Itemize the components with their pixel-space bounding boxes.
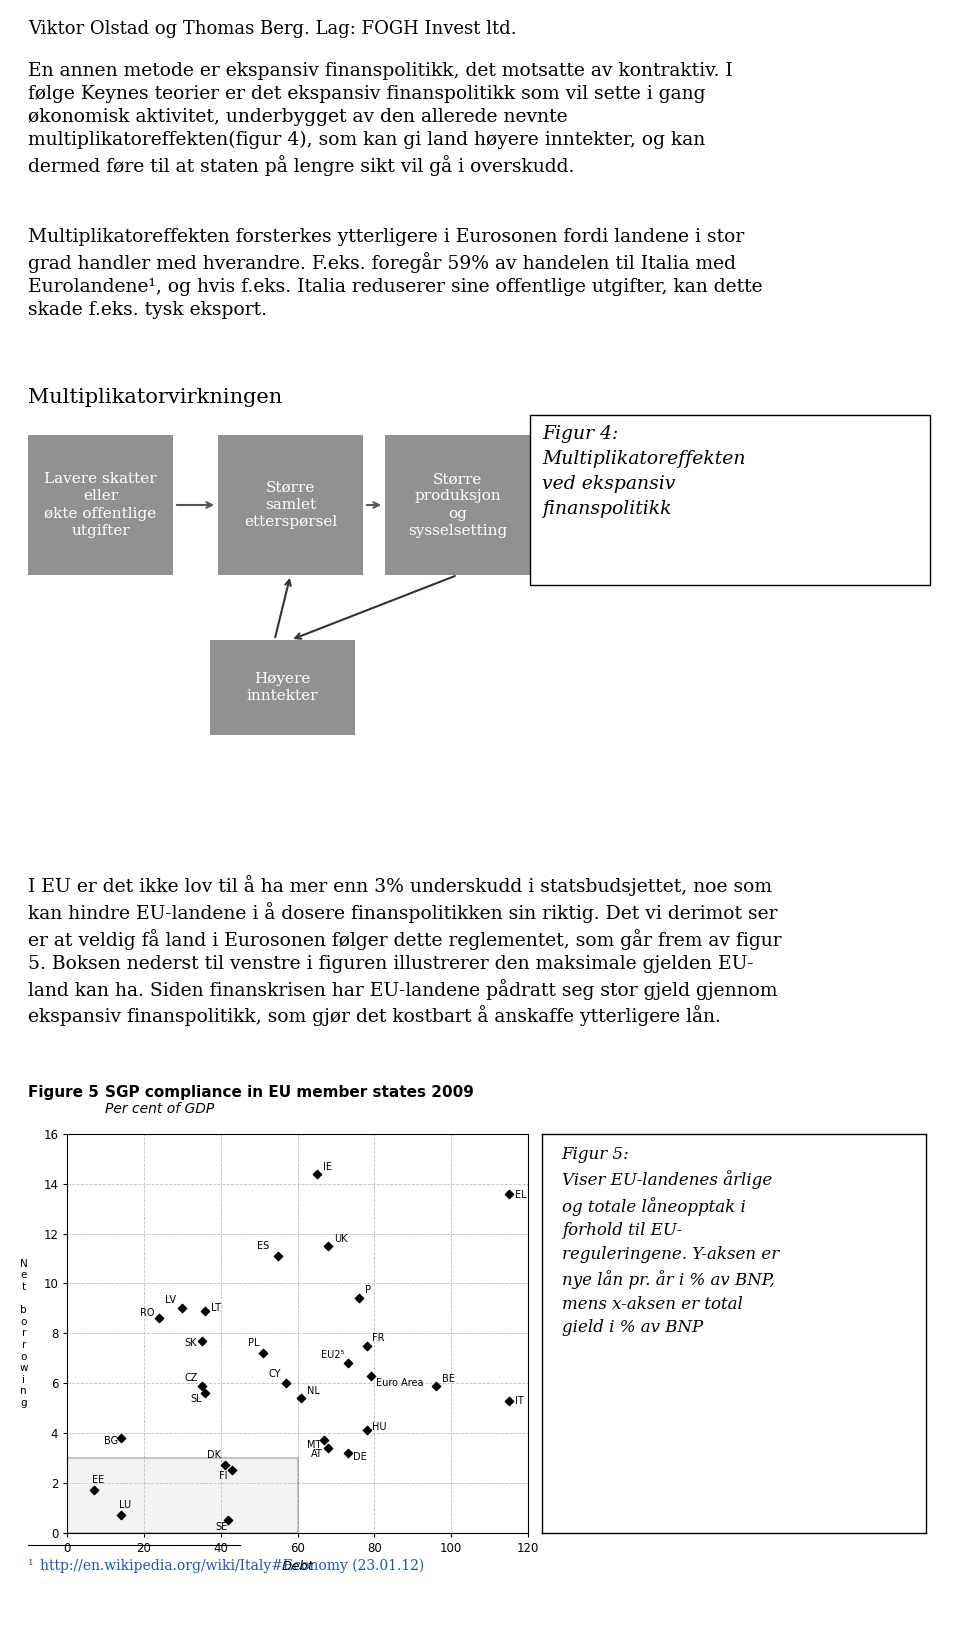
Y-axis label: N
e
t
 
b
o
r
r
o
w
i
n
g: N e t b o r r o w i n g xyxy=(19,1259,28,1407)
Point xyxy=(501,1388,516,1414)
Point xyxy=(309,1162,324,1188)
Text: Multiplikatorvirkningen: Multiplikatorvirkningen xyxy=(28,387,282,407)
Text: FR: FR xyxy=(372,1333,385,1342)
Point xyxy=(86,1477,102,1503)
Text: BG: BG xyxy=(104,1437,118,1446)
Text: NL: NL xyxy=(307,1386,320,1396)
Text: UK: UK xyxy=(334,1235,348,1245)
Text: SGP compliance in EU member states 2009: SGP compliance in EU member states 2009 xyxy=(105,1085,474,1100)
Bar xyxy=(28,434,173,574)
Bar xyxy=(385,434,530,574)
Text: Større
samlet
etterspørsel: Større samlet etterspørsel xyxy=(244,480,337,529)
Text: CY: CY xyxy=(269,1368,281,1380)
Text: Per cent of GDP: Per cent of GDP xyxy=(105,1101,214,1116)
Point xyxy=(340,1440,355,1466)
Text: Euro Area: Euro Area xyxy=(376,1378,423,1388)
Point xyxy=(294,1385,309,1411)
Text: SE: SE xyxy=(215,1523,228,1533)
Text: I EU er det ikke lov til å ha mer enn 3% underskudd i statsbudsjettet, noe som
k: I EU er det ikke lov til å ha mer enn 3%… xyxy=(28,875,781,1027)
X-axis label: Debt: Debt xyxy=(281,1560,314,1573)
Point xyxy=(363,1363,378,1389)
Text: En annen metode er ekspansiv finanspolitikk, det motsatte av kontraktiv. I
følge: En annen metode er ekspansiv finanspolit… xyxy=(28,62,732,176)
Text: BE: BE xyxy=(442,1373,454,1385)
Point xyxy=(428,1373,444,1399)
Text: MT: MT xyxy=(307,1440,322,1450)
Point xyxy=(351,1285,367,1311)
Point xyxy=(501,1181,516,1207)
Text: EE: EE xyxy=(92,1474,105,1485)
Point xyxy=(340,1350,355,1376)
Text: RO: RO xyxy=(140,1308,155,1318)
Point xyxy=(217,1453,232,1479)
Text: LU: LU xyxy=(119,1500,132,1510)
Point xyxy=(198,1380,213,1406)
Point xyxy=(225,1458,240,1484)
Text: EU2⁵: EU2⁵ xyxy=(321,1350,344,1360)
Point xyxy=(194,1328,209,1354)
Point xyxy=(359,1333,374,1359)
Text: ¹: ¹ xyxy=(28,1559,34,1573)
Bar xyxy=(67,1458,298,1533)
Text: FI: FI xyxy=(219,1471,228,1481)
Point xyxy=(198,1298,213,1324)
Bar xyxy=(210,639,355,735)
Text: Multiplikatoreffekten forsterkes ytterligere i Eurosonen fordi landene i stor
gr: Multiplikatoreffekten forsterkes ytterli… xyxy=(28,228,762,319)
Text: PL: PL xyxy=(248,1337,259,1347)
Text: IE: IE xyxy=(323,1162,331,1171)
Point xyxy=(317,1427,332,1453)
Point xyxy=(271,1243,286,1269)
Point xyxy=(113,1502,129,1528)
Point xyxy=(113,1425,129,1451)
Text: HU: HU xyxy=(372,1422,387,1432)
Point xyxy=(278,1370,294,1396)
Text: Lavere skatter
eller
økte offentlige
utgifter: Lavere skatter eller økte offentlige utg… xyxy=(44,472,156,539)
Text: DE: DE xyxy=(353,1453,367,1463)
Text: AT: AT xyxy=(311,1448,323,1459)
Text: DK: DK xyxy=(207,1450,222,1459)
Text: CZ: CZ xyxy=(184,1373,198,1383)
Text: EL: EL xyxy=(515,1189,526,1199)
Point xyxy=(321,1435,336,1461)
Text: LV: LV xyxy=(165,1295,176,1305)
Text: LT: LT xyxy=(211,1303,221,1313)
Point xyxy=(359,1417,374,1443)
Text: P: P xyxy=(365,1285,371,1295)
Text: SK: SK xyxy=(184,1337,197,1347)
Text: Figure 5: Figure 5 xyxy=(28,1085,99,1100)
Text: Større
produksjon
og
sysselsetting: Større produksjon og sysselsetting xyxy=(408,472,507,539)
Text: Figur 4:
Multiplikatoreffekten
ved ekspansiv
finanspolitikk: Figur 4: Multiplikatoreffekten ved ekspa… xyxy=(542,425,746,517)
Text: http://en.wikipedia.org/wiki/Italy#Economy (23.01.12): http://en.wikipedia.org/wiki/Italy#Econo… xyxy=(40,1559,424,1573)
Bar xyxy=(218,434,363,574)
Text: Figur 5:
Viser EU-landenes årlige
og totale låneopptak i
forhold til EU-
reguler: Figur 5: Viser EU-landenes årlige og tot… xyxy=(562,1145,779,1336)
Text: ES: ES xyxy=(257,1241,270,1251)
Point xyxy=(221,1507,236,1533)
Text: SL: SL xyxy=(190,1394,202,1404)
Point xyxy=(175,1295,190,1321)
Text: Viktor Olstad og Thomas Berg. Lag: FOGH Invest ltd.: Viktor Olstad og Thomas Berg. Lag: FOGH … xyxy=(28,20,516,37)
Text: Høyere
inntekter: Høyere inntekter xyxy=(247,672,319,703)
Point xyxy=(194,1373,209,1399)
Point xyxy=(255,1341,271,1367)
Point xyxy=(321,1233,336,1259)
Bar xyxy=(530,415,930,586)
Text: IT: IT xyxy=(515,1396,523,1406)
Point xyxy=(152,1305,167,1331)
